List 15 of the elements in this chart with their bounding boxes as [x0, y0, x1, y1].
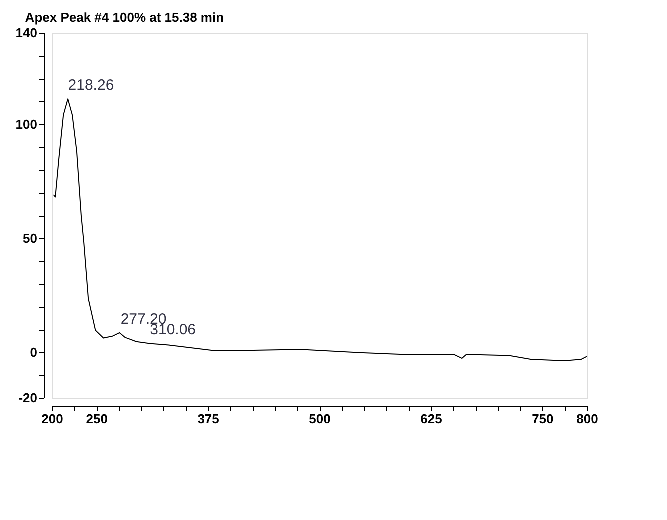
chart-title: Apex Peak #4 100% at 15.38 min — [25, 10, 224, 25]
y-tick-label: -20 — [18, 390, 38, 406]
x-tick-label: 200 — [42, 412, 64, 426]
x-tick-label: 250 — [86, 412, 108, 426]
x-tick-label: 750 — [532, 412, 554, 426]
x-tick-label: 800 — [576, 412, 598, 426]
x-tick-label: 625 — [420, 412, 442, 426]
annotation: 218.26 — [68, 77, 114, 94]
y-tick-label: 50 — [23, 230, 38, 246]
y-tick-label: 100 — [16, 116, 38, 132]
x-tick-label: 375 — [198, 412, 220, 426]
y-tick-label: 0 — [30, 344, 38, 360]
y-tick-label: 140 — [16, 26, 38, 40]
line-series — [53, 98, 588, 362]
x-tick-label: 500 — [309, 412, 331, 426]
